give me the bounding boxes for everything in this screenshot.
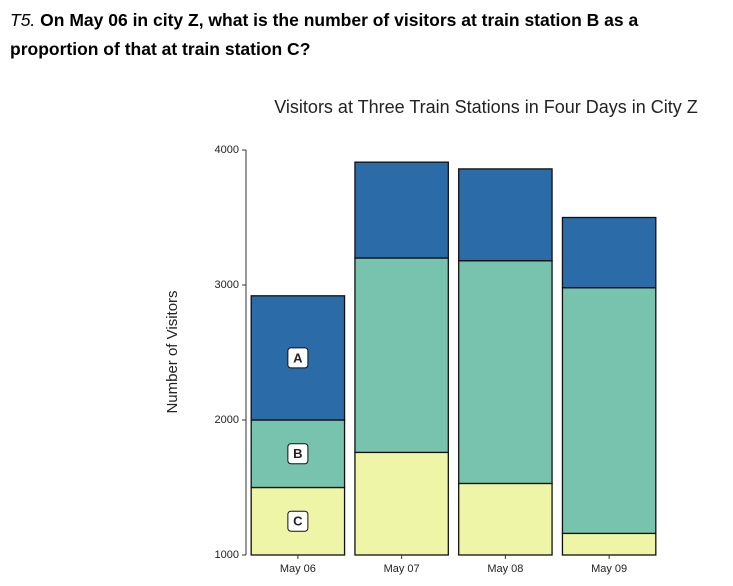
x-tick-label: May 09: [591, 563, 627, 575]
segment-label: B: [293, 446, 302, 461]
label-box: [287, 347, 309, 369]
y-tick-label: 4000: [215, 144, 239, 156]
bar-segment: [458, 482, 553, 556]
bar-segment: [458, 168, 553, 262]
bar-segment: [561, 532, 657, 556]
x-tick-label: May 06: [280, 563, 316, 575]
bar-segment: [561, 287, 657, 535]
bar-segment: [458, 260, 553, 485]
bar-segment: [354, 257, 449, 454]
label-box: [287, 443, 309, 465]
y-tick-label: 1000: [215, 549, 239, 561]
y-tick-label: 2000: [215, 414, 239, 426]
x-tick-label: May 07: [384, 563, 420, 575]
y-tick-label: 3000: [215, 279, 239, 291]
question-text: On May 06 in city Z, what is the number …: [10, 10, 639, 59]
segment-label: A: [293, 350, 303, 365]
label-box: [287, 510, 309, 532]
y-axis-label: Number of Visitors: [164, 290, 181, 413]
chart-title: Visitors at Three Train Stations in Four…: [274, 97, 698, 117]
bar-segment: [354, 161, 449, 259]
x-tick-label: May 08: [487, 563, 523, 575]
bar-segment: [561, 216, 657, 289]
question: T5. On May 06 in city Z, what is the num…: [10, 6, 725, 64]
bar-segment: [354, 451, 449, 556]
question-number: T5.: [10, 10, 36, 30]
segment-label: C: [293, 514, 303, 529]
